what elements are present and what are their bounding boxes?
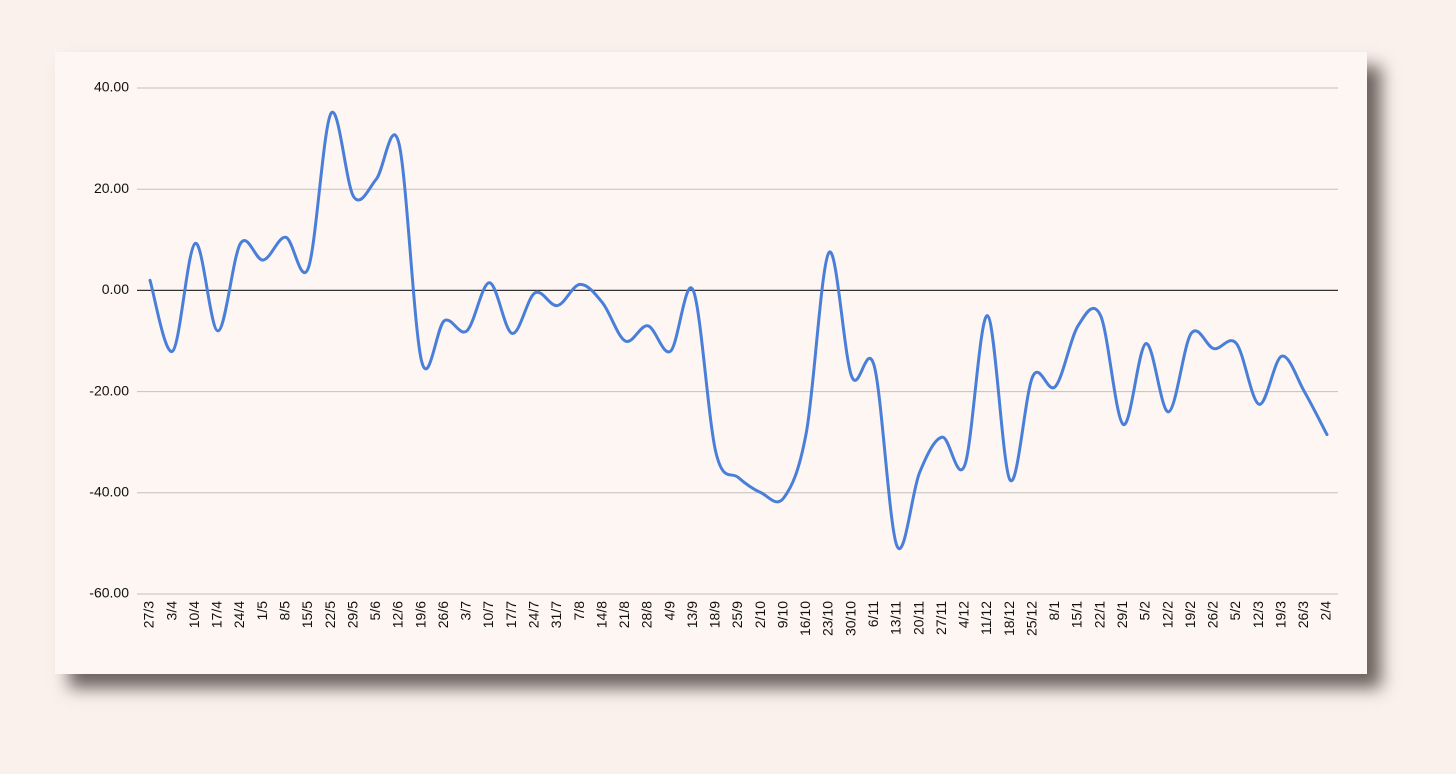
x-tick-label: 13/9 — [684, 601, 700, 628]
x-tick-label: 3/7 — [458, 601, 474, 621]
data-line — [148, 110, 1329, 551]
x-tick-label: 15/5 — [299, 601, 315, 628]
x-tick-label: 13/11 — [888, 601, 904, 635]
x-tick-label: 20/11 — [910, 601, 926, 635]
x-tick-label: 4/9 — [661, 601, 677, 621]
x-tick-label: 5/2 — [1137, 601, 1153, 621]
x-tick-label: 27/11 — [933, 601, 949, 635]
x-tick-label: 26/2 — [1205, 601, 1221, 628]
x-tick-label: 30/10 — [842, 601, 858, 636]
x-tick-label: 26/3 — [1295, 601, 1311, 628]
x-tick-label: 9/10 — [774, 601, 790, 628]
x-tick-label: 5/2 — [1227, 601, 1243, 621]
x-tick-label: 22/5 — [322, 601, 338, 628]
x-tick-label: 17/4 — [209, 601, 225, 628]
x-tick-label: 21/8 — [616, 601, 632, 628]
x-tick-label: 3/4 — [163, 601, 179, 621]
x-tick-label: 24/7 — [525, 601, 541, 628]
x-tick-label: 19/6 — [412, 601, 428, 628]
x-tick-label: 18/12 — [1001, 601, 1017, 636]
x-tick-label: 8/1 — [1046, 601, 1062, 621]
x-tick-label: 29/5 — [344, 601, 360, 628]
x-tick-label: 12/2 — [1159, 601, 1175, 628]
x-tick-label: 18/9 — [707, 601, 723, 628]
x-tick-label: 28/8 — [639, 601, 655, 628]
y-tick-label: 0.00 — [102, 281, 129, 297]
x-tick-label: 19/2 — [1182, 601, 1198, 628]
x-tick-label: 1/5 — [254, 601, 270, 621]
x-tick-label: 19/3 — [1272, 601, 1288, 628]
y-tick-label: -40.00 — [89, 484, 129, 500]
y-tick-label: -20.00 — [89, 382, 129, 398]
x-tick-label: 23/10 — [820, 601, 836, 636]
x-tick-label: 2/10 — [752, 601, 768, 628]
x-tick-label: 26/6 — [435, 601, 451, 628]
y-tick-label: -60.00 — [89, 585, 129, 601]
x-tick-label: 11/12 — [978, 601, 994, 635]
x-tick-label: 2/4 — [1318, 601, 1334, 621]
y-tick-label: 20.00 — [94, 180, 129, 196]
x-tick-label: 27/3 — [141, 601, 157, 628]
x-tick-label: 25/12 — [1023, 601, 1039, 636]
x-tick-label: 12/6 — [390, 601, 406, 628]
chart-card — [55, 52, 1367, 674]
x-tick-label: 7/8 — [571, 601, 587, 621]
x-tick-label: 16/10 — [797, 601, 813, 636]
x-tick-label: 24/4 — [231, 601, 247, 628]
x-tick-label: 5/6 — [367, 601, 383, 621]
x-tick-label: 4/12 — [956, 601, 972, 628]
x-tick-label: 6/11 — [865, 601, 881, 627]
x-tick-label: 17/7 — [503, 601, 519, 628]
x-tick-label: 12/3 — [1250, 601, 1266, 628]
y-tick-label: 40.00 — [94, 79, 129, 95]
x-tick-label: 31/7 — [548, 601, 564, 628]
x-tick-label: 22/1 — [1091, 601, 1107, 628]
x-tick-label: 25/9 — [729, 601, 745, 628]
x-tick-label: 14/8 — [593, 601, 609, 628]
x-tick-label: 10/7 — [480, 601, 496, 628]
x-tick-label: 10/4 — [186, 601, 202, 628]
x-tick-label: 15/1 — [1069, 601, 1085, 628]
x-tick-label: 8/5 — [277, 601, 293, 621]
x-tick-label: 29/1 — [1114, 601, 1130, 628]
